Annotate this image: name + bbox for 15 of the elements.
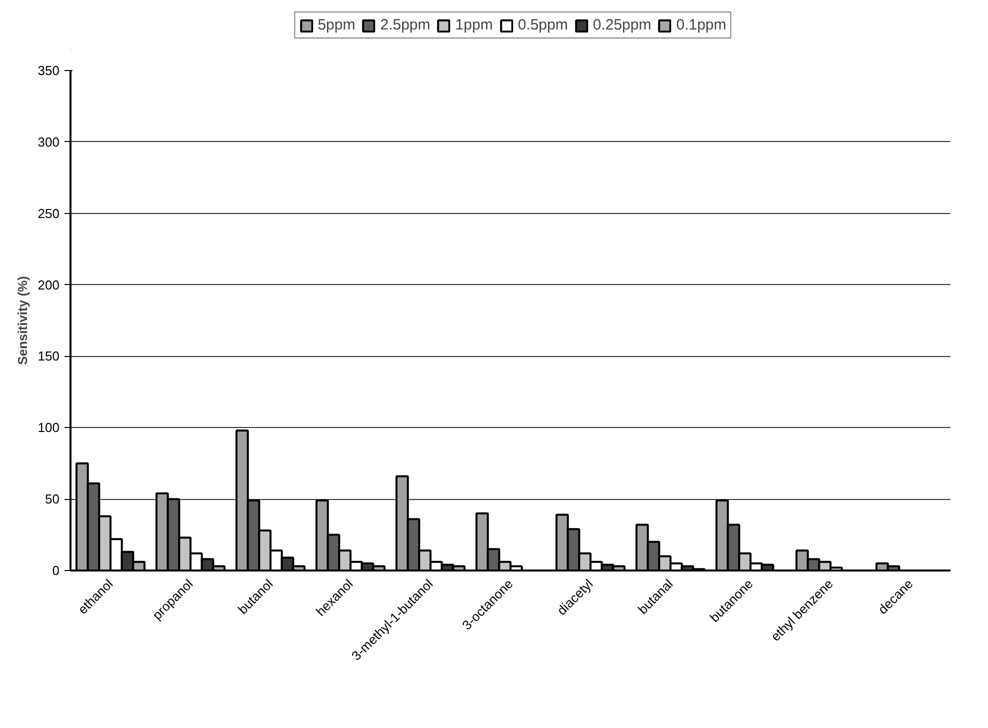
legend-label: 2.5ppm <box>380 16 430 34</box>
y-tick-label: 50 <box>45 492 60 507</box>
legend-label: 0.1ppm <box>676 16 726 34</box>
y-tick-label: 0 <box>52 563 60 578</box>
y-tick-label: 150 <box>38 348 60 364</box>
y-axis-title: Sensitivity (%) <box>14 276 30 365</box>
y-tick-label: 300 <box>38 134 60 150</box>
legend-label: 0.5ppm <box>518 16 568 34</box>
y-tick-label: 200 <box>38 277 60 292</box>
y-tick-label: 100 <box>38 420 60 436</box>
legend-label: 1ppm <box>455 16 493 34</box>
y-tick-label: 350 <box>38 63 60 78</box>
legend-label: 0.25ppm <box>592 16 652 34</box>
legend-label: 5ppm <box>318 16 356 34</box>
y-tick-label: 250 <box>38 206 60 221</box>
